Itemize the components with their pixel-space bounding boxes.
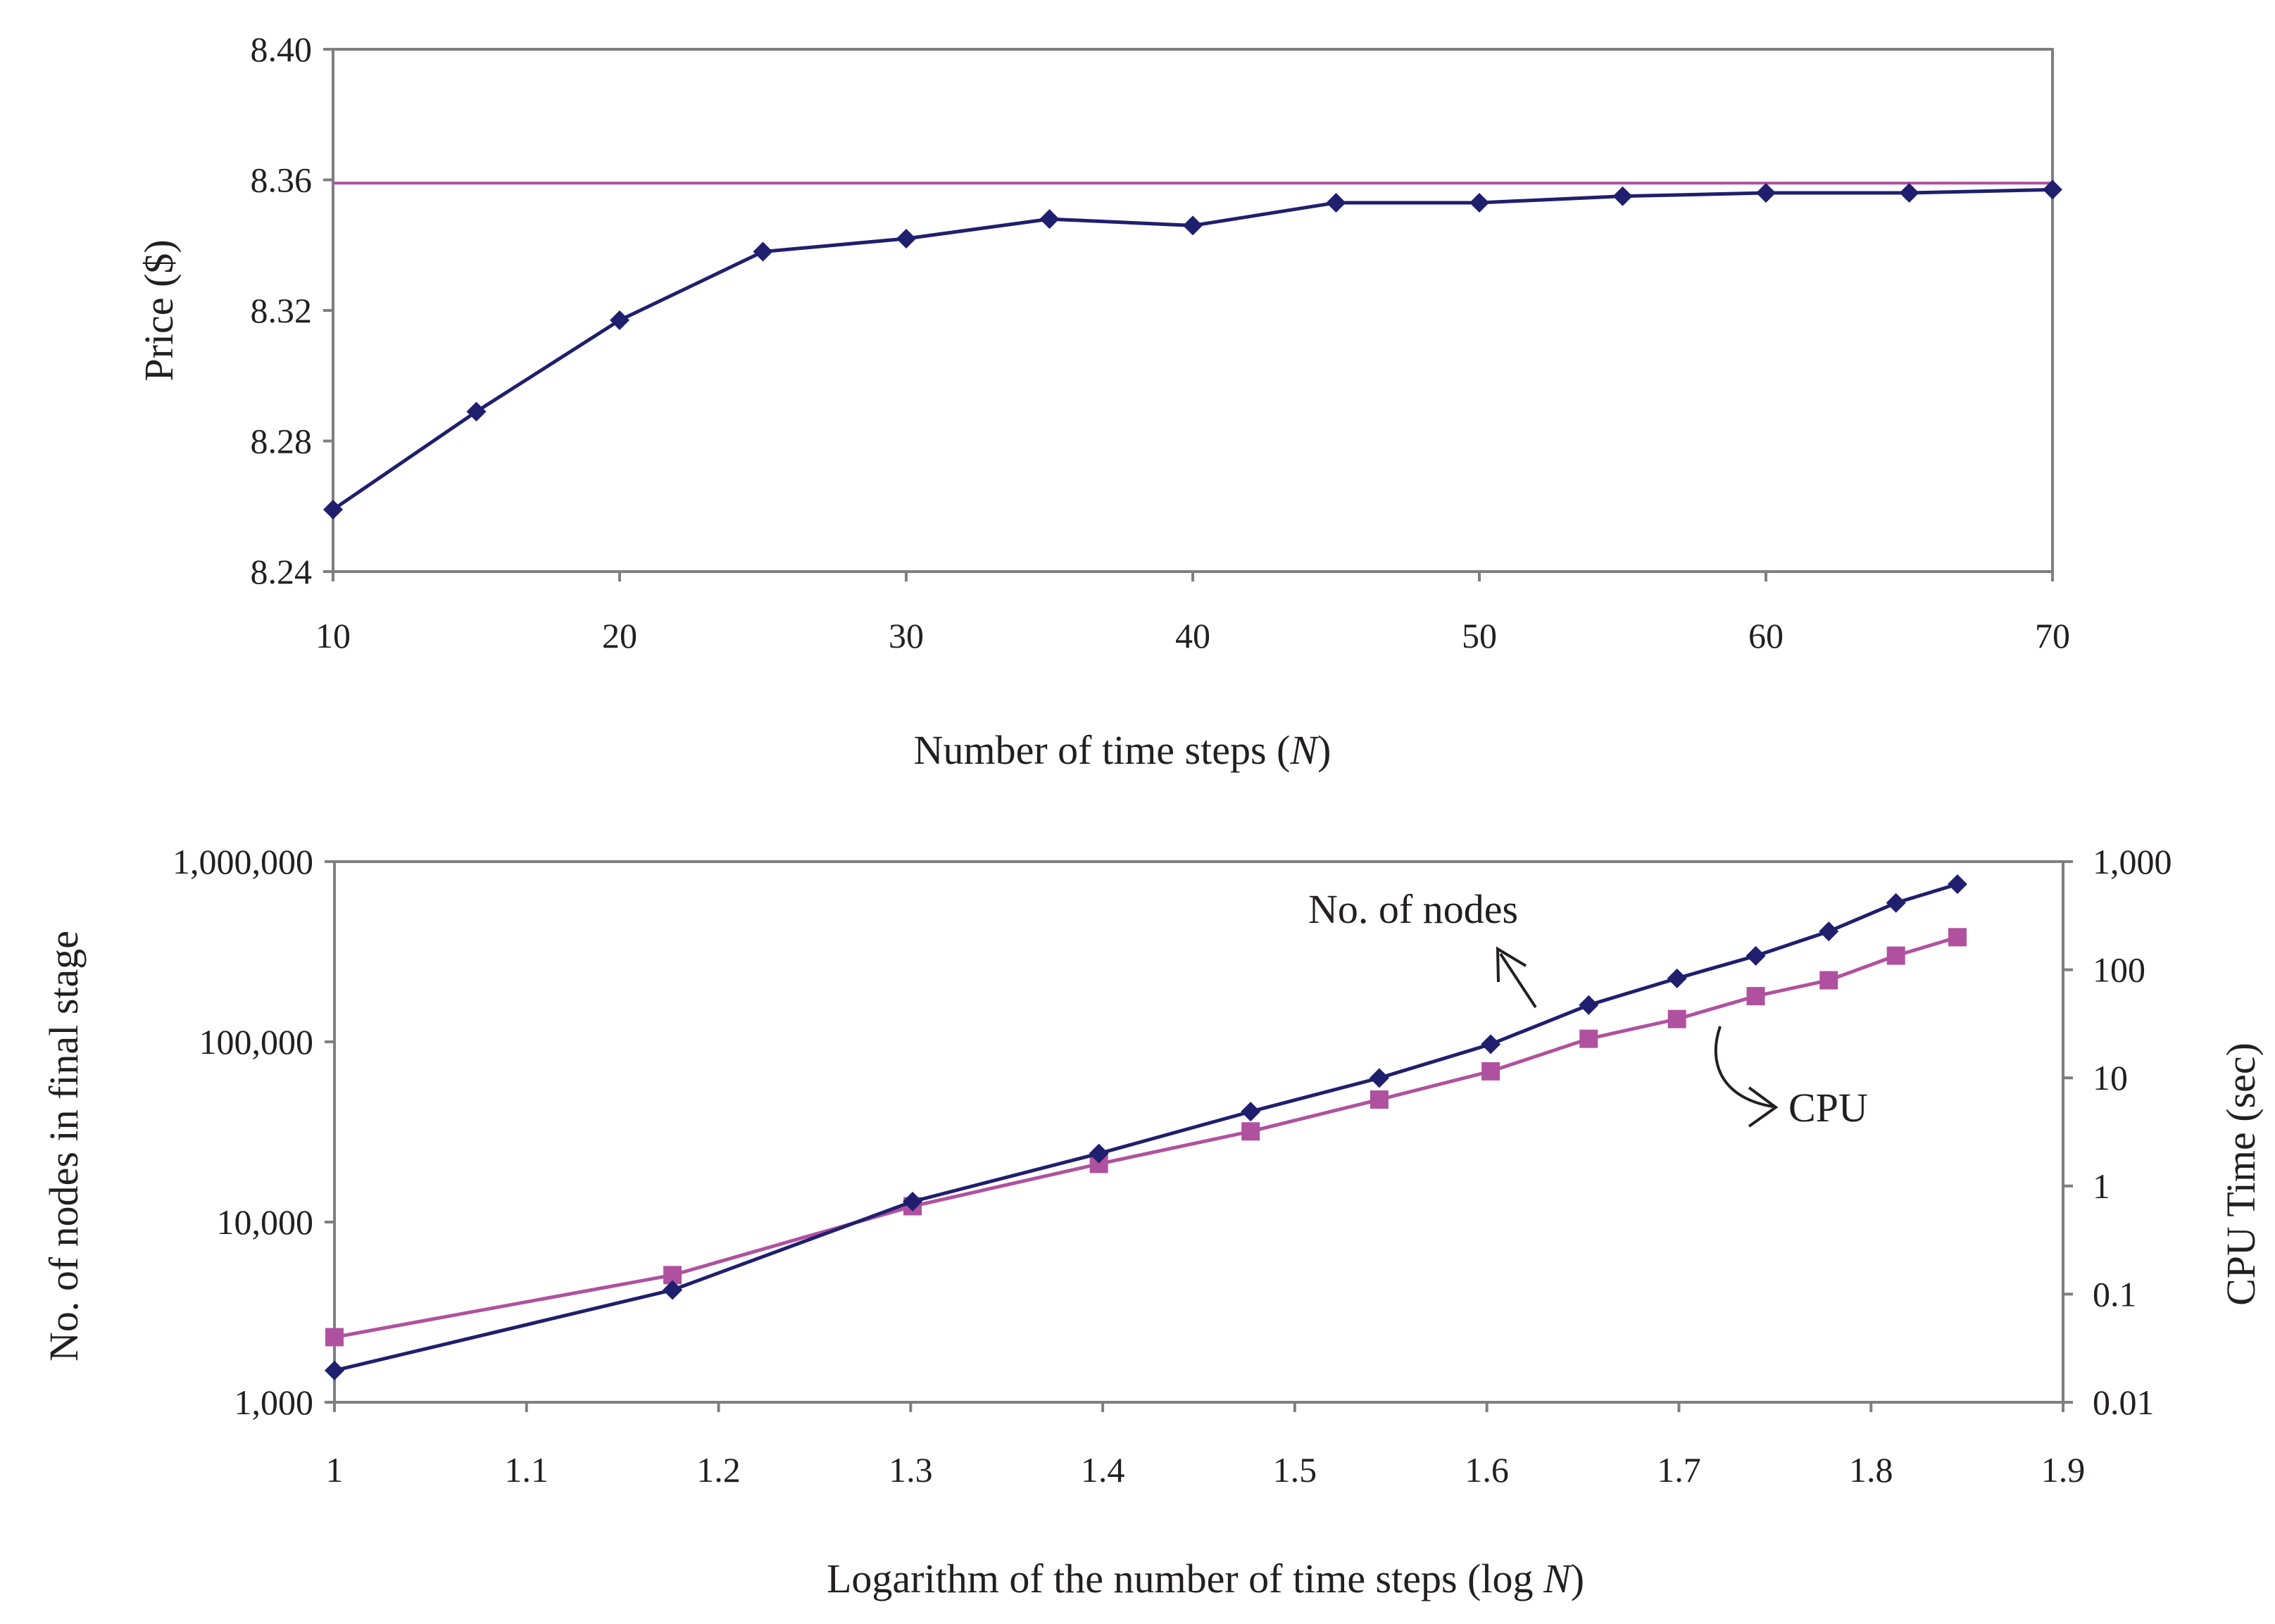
x-tick-label: 10 bbox=[315, 616, 351, 655]
nodes-point bbox=[903, 1191, 923, 1211]
nodes-arrow-head bbox=[1496, 946, 1527, 983]
nodes-point bbox=[1089, 1143, 1109, 1164]
nodes-point bbox=[325, 1360, 344, 1380]
price-point bbox=[753, 241, 773, 262]
right-y-tick-label: 10 bbox=[2093, 1058, 2128, 1097]
nodes-point bbox=[1886, 893, 1906, 913]
nodes-point bbox=[1746, 945, 1766, 966]
price-point bbox=[2043, 180, 2062, 200]
price-plot-frame bbox=[332, 48, 2054, 573]
cpu-point bbox=[1746, 987, 1765, 1006]
x-tick-label: 1 bbox=[326, 1450, 344, 1490]
cpu-annotation-arrow bbox=[1714, 1026, 1779, 1128]
x-axis-label-part: N bbox=[1543, 1556, 1573, 1601]
nodes-point bbox=[1819, 921, 1839, 942]
x-tick-label: 30 bbox=[889, 616, 924, 655]
nodes-plot-frame bbox=[333, 860, 2064, 1404]
price-series-line bbox=[332, 187, 2053, 511]
price-point bbox=[896, 228, 916, 248]
cpu-point bbox=[325, 1328, 344, 1347]
nodes-point bbox=[1667, 968, 1687, 988]
left-y-tick-label: 100,000 bbox=[199, 1022, 314, 1062]
cpu-point bbox=[1819, 971, 1838, 990]
nodes-series-line bbox=[334, 882, 1958, 1373]
right-y-tick-label: 100 bbox=[2093, 950, 2145, 990]
x-axis-label: Logarithm of the number of time steps (l… bbox=[827, 1556, 1584, 1601]
x-axis-label-part: Number of time steps ( bbox=[914, 727, 1291, 773]
x-tick-label: 1.9 bbox=[2041, 1450, 2086, 1490]
cpu-point bbox=[1579, 1029, 1598, 1048]
nodes-annotation: No. of nodes bbox=[1308, 886, 1518, 932]
price-point bbox=[1326, 192, 1346, 213]
x-tick-label: 40 bbox=[1175, 616, 1210, 655]
cpu-arrow-head bbox=[1748, 1086, 1779, 1128]
x-tick-label: 1.5 bbox=[1273, 1450, 1317, 1490]
x-tick-label: 1.4 bbox=[1081, 1450, 1125, 1490]
nodes-arrow-shaft bbox=[1499, 952, 1537, 1009]
right-y-tick-label: 1 bbox=[2093, 1166, 2110, 1206]
x-tick-label: 1.2 bbox=[696, 1450, 741, 1490]
left-y-axis-label: No. of nodes in final stage bbox=[41, 931, 87, 1361]
y-tick-label: 8.24 bbox=[251, 552, 313, 591]
price-chart: 8.24 8.28 8.32 8.36 8.40 10 20 30 40 50 60 70 Price … bbox=[136, 30, 2070, 773]
cpu-point bbox=[1370, 1090, 1389, 1109]
x-tick-label: 70 bbox=[2035, 616, 2070, 655]
y-axis-label: Price ($) bbox=[136, 239, 182, 381]
left-y-tick-label: 1,000 bbox=[234, 1383, 314, 1422]
nodes-point bbox=[1947, 874, 1967, 894]
price-point bbox=[1469, 192, 1489, 213]
x-axis-label-part: ) bbox=[1571, 1556, 1584, 1601]
x-axis-label-part: ) bbox=[1317, 727, 1331, 773]
x-tick-label: 1.7 bbox=[1657, 1450, 1701, 1490]
cpu-point bbox=[1667, 1009, 1686, 1028]
price-point bbox=[1612, 186, 1633, 206]
y-tick-label: 8.32 bbox=[251, 291, 313, 330]
price-point bbox=[323, 499, 343, 520]
cpu-annotation: CPU bbox=[1788, 1085, 1868, 1131]
x-tick-label: 60 bbox=[1748, 616, 1784, 655]
x-tick-label: 50 bbox=[1462, 616, 1497, 655]
cpu-point bbox=[1948, 928, 1967, 947]
nodes-point bbox=[1241, 1102, 1261, 1122]
price-point bbox=[466, 401, 487, 422]
x-tick-label: 1.3 bbox=[889, 1450, 933, 1490]
right-y-tick-label: 0.1 bbox=[2093, 1274, 2137, 1314]
x-tick-label: 1.6 bbox=[1465, 1450, 1509, 1490]
y-tick-label: 8.40 bbox=[251, 30, 313, 69]
nodes-annotation-arrow bbox=[1496, 946, 1537, 1009]
cpu-arrow-curve bbox=[1714, 1026, 1774, 1108]
price-point bbox=[1039, 209, 1060, 229]
nodes-point bbox=[663, 1280, 683, 1300]
x-axis-label-part: N bbox=[1289, 727, 1320, 773]
left-y-tick-label: 1,000,000 bbox=[173, 842, 313, 881]
price-point bbox=[1183, 215, 1203, 236]
price-point bbox=[1899, 183, 1919, 203]
cpu-point bbox=[1241, 1122, 1260, 1141]
nodes-point bbox=[1481, 1034, 1501, 1055]
left-y-tick-label: 10,000 bbox=[217, 1202, 314, 1242]
x-tick-label: 1.8 bbox=[1849, 1450, 1893, 1490]
right-y-tick-label: 1,000 bbox=[2093, 842, 2172, 881]
right-y-tick-label: 0.01 bbox=[2093, 1383, 2155, 1422]
cpu-point bbox=[1481, 1062, 1500, 1081]
cpu-point bbox=[1886, 946, 1905, 965]
y-tick-label: 8.28 bbox=[251, 422, 313, 461]
price-point bbox=[1756, 183, 1776, 203]
x-axis-label: Number of time steps (N) bbox=[914, 727, 1331, 773]
y-tick-label: 8.36 bbox=[251, 160, 313, 200]
nodes-point bbox=[1369, 1068, 1389, 1088]
nodes-cpu-chart: 1,000 10,000 100,000 1,000,000 0.01 0.1 1 10 100… bbox=[41, 842, 2264, 1601]
x-tick-label: 20 bbox=[602, 616, 637, 655]
nodes-point bbox=[1579, 995, 1599, 1015]
cpu-series-line bbox=[334, 935, 1958, 1339]
x-axis-label-part: Logarithm of the number of time steps (l… bbox=[827, 1556, 1543, 1601]
right-y-axis-label: CPU Time (sec) bbox=[2218, 1043, 2264, 1306]
price-point bbox=[610, 310, 629, 330]
x-tick-label: 1.1 bbox=[505, 1450, 549, 1490]
